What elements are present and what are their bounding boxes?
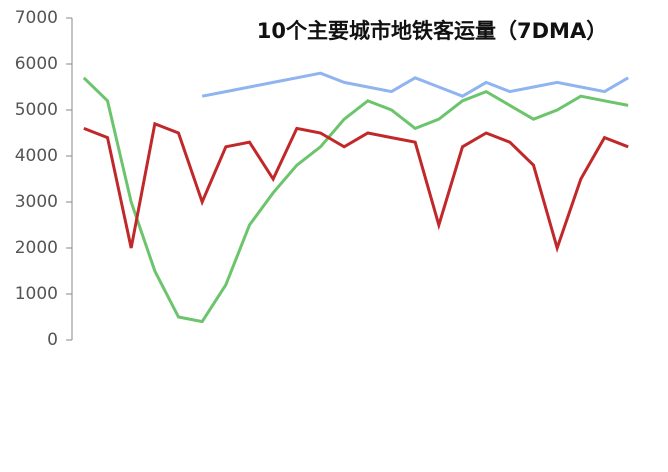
y-tick-label: 0	[47, 330, 58, 350]
series-line	[82, 76, 629, 324]
y-tick-label: 5000	[15, 100, 58, 120]
y-tick-label: 6000	[15, 54, 58, 74]
y-tick-label: 1000	[15, 284, 58, 304]
y-tick-label: 2000	[15, 238, 58, 258]
y-tick-label: 4000	[15, 146, 58, 166]
y-tick-label: 7000	[15, 8, 58, 28]
chart-title: 10个主要城市地铁客运量（7DMA）	[257, 19, 607, 43]
series-line	[201, 71, 629, 98]
y-tick-label: 3000	[15, 192, 58, 212]
series-line	[83, 121, 629, 254]
